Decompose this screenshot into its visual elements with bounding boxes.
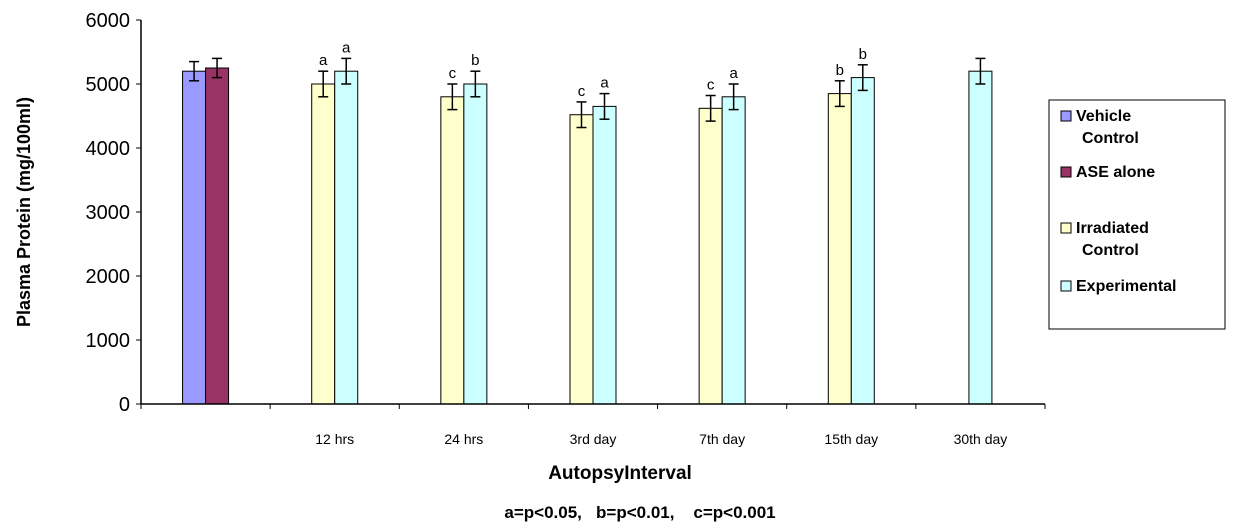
bar xyxy=(311,83,336,405)
bar xyxy=(569,114,594,405)
legend-box xyxy=(1048,99,1226,330)
bar xyxy=(592,105,617,405)
legend-label: Experimental xyxy=(1076,278,1176,295)
significance-label: c xyxy=(707,77,715,94)
bar xyxy=(850,77,875,405)
bar xyxy=(698,107,723,405)
x-tick-label: 3rd day xyxy=(570,431,617,447)
y-axis-title: Plasma Protein (mg/100ml) xyxy=(14,97,34,327)
x-tick-label: 12 hrs xyxy=(315,431,354,447)
y-tick-label: 3000 xyxy=(86,202,131,224)
x-tick-label: 30th day xyxy=(954,431,1008,447)
legend-swatch xyxy=(1060,222,1072,234)
bar xyxy=(205,67,230,405)
y-tick-label: 6000 xyxy=(86,10,131,32)
y-tick-label: 2000 xyxy=(86,266,131,288)
x-tick-label: 7th day xyxy=(699,431,745,447)
legend-swatch xyxy=(1060,110,1072,122)
x-tick-label: 15th day xyxy=(824,431,878,447)
bar xyxy=(463,83,488,405)
bar xyxy=(440,96,465,405)
legend: Vehicle Control ASE alone Irradiated Control… xyxy=(1048,99,1226,330)
y-tick-label: 5000 xyxy=(86,74,131,96)
legend-swatch xyxy=(1060,166,1072,178)
legend-label: Irradiated Control xyxy=(1076,220,1149,259)
significance-label: a xyxy=(729,65,738,82)
bar xyxy=(827,93,852,405)
x-tick-label: 24 hrs xyxy=(444,431,483,447)
legend-swatch xyxy=(1060,280,1072,292)
x-axis-title: AutopsyInterval xyxy=(548,463,692,484)
significance-label: c xyxy=(449,65,457,82)
significance-footnote: a=p<0.05, b=p<0.01, c=p<0.001 xyxy=(504,503,775,522)
significance-label: b xyxy=(836,62,844,79)
significance-label: a xyxy=(319,52,328,69)
significance-label: c xyxy=(578,83,586,100)
y-tick-label: 4000 xyxy=(86,138,131,160)
significance-label: b xyxy=(859,46,867,63)
significance-label: a xyxy=(342,39,351,56)
y-tick-label: 0 xyxy=(119,394,130,416)
significance-label: a xyxy=(600,75,609,92)
y-tick-label: 1000 xyxy=(86,330,131,352)
bar xyxy=(334,70,359,405)
bar xyxy=(968,70,993,405)
legend-label: Vehicle Control xyxy=(1076,108,1139,147)
bar xyxy=(721,96,746,405)
legend-label: ASE alone xyxy=(1076,164,1155,181)
significance-label: b xyxy=(471,52,479,69)
bar xyxy=(182,70,207,405)
